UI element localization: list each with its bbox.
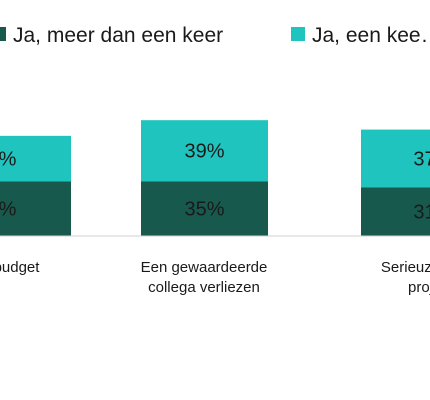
bars [0,120,430,236]
bar-segment [141,181,268,236]
bar-segment [0,181,71,236]
bar-segment [361,187,430,236]
category-label: Een gewaardeerde collega verliezen [141,259,268,296]
data-label: 39% [184,141,224,163]
legend-label: Ja, een kee… [312,24,430,47]
data-label: 31 [413,202,430,224]
bar-segment [0,135,71,182]
legend-swatch [0,27,6,41]
legend-swatch [291,27,305,41]
bar-segment [141,120,268,182]
data-labels: %% 35% 39% 31 37 [0,141,430,224]
data-label: 35% [184,199,224,221]
data-label: % [0,149,17,171]
legend: Ja, meer dan een keer Ja, een kee… [0,24,430,47]
legend-label: Ja, meer dan een keer [13,24,223,47]
data-label: % [0,199,17,221]
data-label: 37 [413,149,430,171]
category-label: Serieuze ve…proj… [381,259,430,296]
category-label: …budget [0,259,40,276]
bar-segment [361,129,430,188]
